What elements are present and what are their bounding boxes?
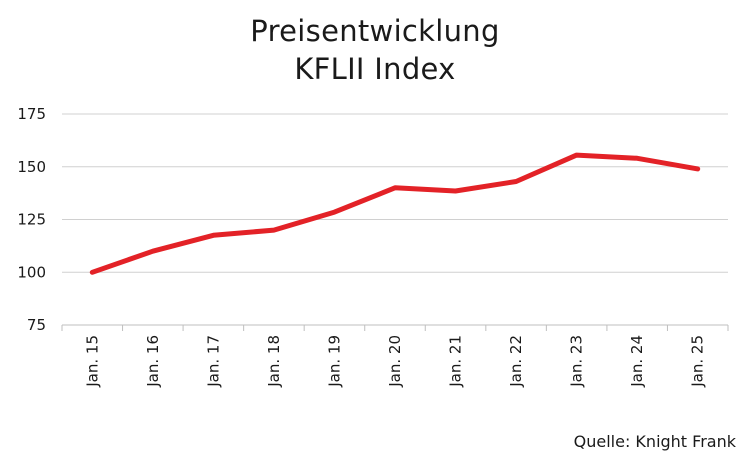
y-tick-label-150: 150 xyxy=(17,158,46,176)
x-tick-label: Jan. 22 xyxy=(507,335,525,388)
y-axis-tick-labels: 75 100 125 150 175 xyxy=(17,105,46,334)
x-axis-tick-labels: Jan. 15 Jan. 16 Jan. 17 Jan. 18 Jan. 19 Jan. … xyxy=(83,335,706,388)
x-tick-label: Jan. 21 xyxy=(447,335,465,388)
x-tick-label: Jan. 23 xyxy=(568,335,586,388)
x-tick-label: Jan. 19 xyxy=(325,335,343,388)
series-lines xyxy=(89,152,701,275)
y-tick-label-75: 75 xyxy=(27,316,46,334)
x-tick-label: Jan. 16 xyxy=(144,335,162,388)
chart-title-line-2: KFLII Index xyxy=(294,52,456,86)
chart-title-line-1: Preisentwicklung xyxy=(250,14,500,48)
y-tick-label-100: 100 xyxy=(17,263,46,281)
y-tick-label-125: 125 xyxy=(17,211,46,229)
gridlines xyxy=(61,113,729,331)
x-tick-label: Jan. 24 xyxy=(628,335,646,388)
x-tick-label: Jan. 25 xyxy=(689,335,707,388)
series-line-0 xyxy=(89,152,701,275)
x-tick-label: Jan. 17 xyxy=(204,335,222,388)
source-note: Quelle: Knight Frank xyxy=(573,432,736,451)
y-tick-label-175: 175 xyxy=(17,105,46,123)
x-tick-label: Jan. 20 xyxy=(386,335,404,388)
x-tick-label: Jan. 18 xyxy=(265,335,283,388)
x-tick-label: Jan. 15 xyxy=(83,335,101,388)
